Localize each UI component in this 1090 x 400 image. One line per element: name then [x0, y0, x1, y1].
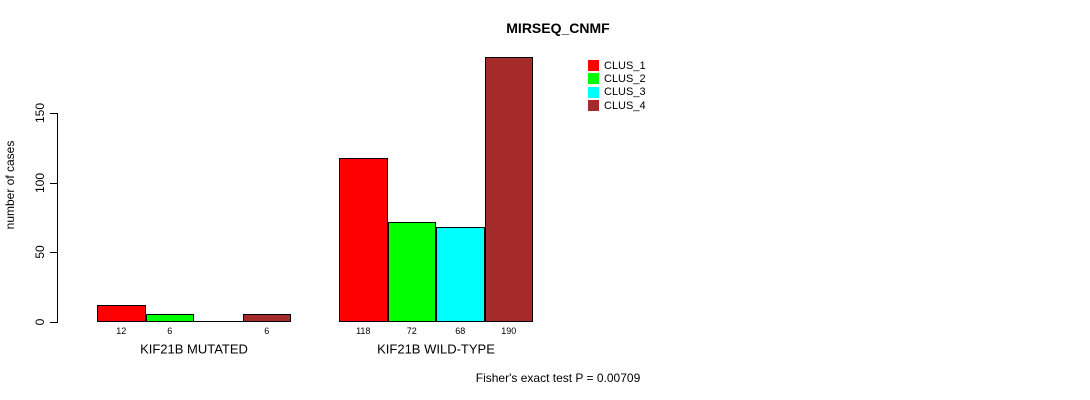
- y-tick: [50, 322, 57, 323]
- chart-legend: CLUS_1 CLUS_2 CLUS_3 CLUS_4: [588, 59, 646, 112]
- y-tick-label: 50: [33, 245, 47, 260]
- bar-value-label: 190: [501, 326, 517, 336]
- legend-swatch: [588, 73, 599, 85]
- x-category-label: KIF21B WILD-TYPE: [377, 341, 495, 357]
- bar-clus_4: [484, 57, 533, 322]
- y-axis-label: number of cases: [3, 140, 17, 230]
- x-category-label: KIF21B MUTATED: [140, 341, 248, 357]
- y-axis-line: [57, 113, 58, 323]
- legend-swatch: [588, 60, 599, 72]
- bar-value-label: 12: [116, 326, 127, 336]
- chart-title: MIRSEQ_CNMF: [506, 20, 610, 36]
- legend-swatch: [588, 86, 599, 98]
- y-tick: [50, 113, 57, 114]
- legend-label: CLUS_3: [604, 86, 646, 99]
- fisher-test-note: Fisher's exact test P = 0.00709: [475, 371, 641, 385]
- y-tick: [50, 182, 57, 184]
- legend-label: CLUS_1: [604, 59, 646, 72]
- legend-item: CLUS_4: [588, 99, 646, 112]
- y-tick: [50, 252, 57, 254]
- bar-value-label: 118: [356, 326, 371, 336]
- bar-clus_2: [145, 314, 194, 322]
- y-tick-label: 100: [33, 172, 47, 193]
- bar-value-label: 72: [406, 326, 417, 336]
- legend-label: CLUS_2: [604, 72, 646, 85]
- group-baseline: [97, 321, 291, 322]
- bar-clus_1: [339, 158, 388, 322]
- bar-clus_3: [436, 227, 485, 322]
- legend-item: CLUS_3: [588, 86, 646, 99]
- legend-item: CLUS_1: [588, 59, 646, 72]
- y-tick-label: 150: [33, 102, 47, 124]
- y-tick-label: 0: [33, 318, 47, 326]
- bar-clus_4: [242, 314, 291, 322]
- bar-value-label: 6: [264, 326, 270, 336]
- bar-clus_1: [97, 305, 146, 322]
- bar-clus_2: [387, 222, 436, 322]
- legend-label: CLUS_4: [604, 99, 646, 112]
- bar-value-label: 68: [455, 326, 466, 336]
- legend-item: CLUS_2: [588, 72, 646, 85]
- bar-value-label: 6: [167, 326, 173, 336]
- legend-swatch: [588, 100, 599, 112]
